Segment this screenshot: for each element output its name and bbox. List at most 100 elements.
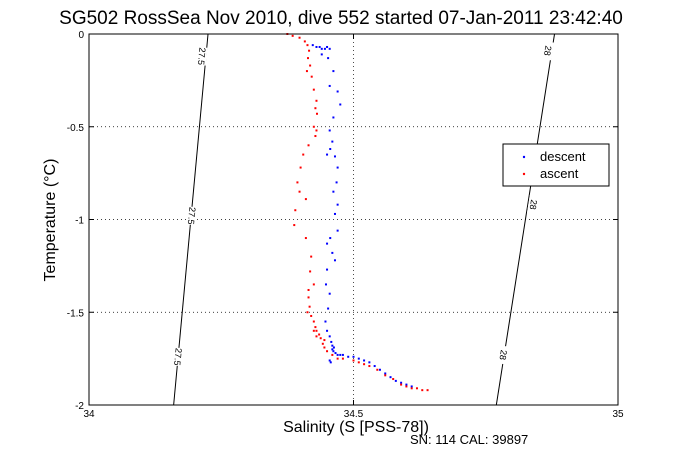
ascent-point — [392, 378, 395, 381]
ascent-point — [336, 357, 339, 360]
ascent-point — [306, 44, 309, 47]
ascent-point — [302, 153, 305, 156]
descent-point — [331, 140, 334, 143]
data-series — [286, 33, 429, 392]
ascent-point — [315, 329, 318, 332]
descent-point — [410, 385, 413, 388]
descent-point — [332, 350, 335, 353]
descent-point — [332, 190, 335, 193]
ascent-point — [331, 353, 334, 356]
ascent-point — [376, 368, 379, 371]
isopycnal-label-bg — [185, 206, 198, 226]
descent-point — [378, 368, 381, 371]
descent-point — [320, 53, 323, 56]
descent-point — [329, 361, 332, 364]
ascent-point — [326, 350, 329, 353]
ascent-point — [304, 198, 307, 201]
descent-point — [400, 381, 403, 384]
ascent-point — [310, 75, 313, 78]
descent-point — [332, 70, 335, 73]
descent-point — [336, 229, 339, 232]
y-tick-label: -1.5 — [67, 308, 85, 319]
ascent-point — [304, 237, 307, 240]
x-tick-label: 34.5 — [344, 409, 364, 420]
isopycnal-label-28: 28 — [528, 199, 539, 210]
ascent-point — [293, 224, 296, 227]
ascent-point — [294, 209, 297, 212]
ascent-point — [308, 49, 311, 52]
x-tick-label: 34 — [83, 409, 95, 420]
ascent-point — [312, 320, 315, 323]
descent-point — [333, 259, 336, 262]
descent-point — [333, 212, 336, 215]
descent-point — [331, 348, 334, 351]
isopycnal-line-28 — [495, 33, 556, 406]
descent-point — [336, 353, 339, 356]
descent-point — [315, 45, 318, 48]
descent-point — [329, 148, 332, 151]
ascent-point — [315, 335, 318, 338]
x-axis-label: Salinity (S [PSS-78]) — [283, 419, 429, 436]
ascent-point — [421, 389, 424, 392]
ascent-point — [319, 337, 322, 340]
descent-point — [311, 44, 314, 47]
ascent-point — [415, 387, 418, 390]
ascent-point — [323, 346, 326, 349]
ascent-point — [405, 385, 408, 388]
descent-point — [324, 283, 327, 286]
descent-point — [324, 320, 327, 323]
isopycnal-label-27.5: 27.5 — [172, 348, 184, 366]
ascent-point — [384, 374, 387, 377]
descent-point — [394, 379, 397, 382]
ascent-point — [298, 36, 301, 39]
ascent-point — [314, 107, 317, 110]
legend-label-ascent: ascent — [540, 166, 579, 181]
ascent-point — [310, 255, 313, 258]
ascent-point — [426, 389, 429, 392]
descent-point — [389, 376, 392, 379]
descent-point — [332, 116, 335, 119]
ascent-point — [363, 363, 366, 366]
descent-point — [328, 359, 331, 362]
y-tick-label: -0.5 — [67, 123, 85, 134]
descent-point — [357, 357, 360, 360]
legend-marker-descent — [522, 155, 526, 159]
ascent-point — [298, 190, 301, 193]
y-tick-label: -2 — [75, 401, 84, 412]
x-tick-label: 35 — [612, 409, 624, 420]
descent-point — [326, 153, 329, 156]
descent-point — [334, 352, 337, 355]
ascent-point — [315, 112, 318, 115]
legend: descent ascent — [502, 143, 610, 187]
series-descent — [311, 44, 413, 388]
ascent-point — [312, 283, 315, 286]
descent-point — [327, 57, 330, 60]
isopycnal-label-27.5: 27.5 — [196, 47, 208, 65]
descent-point — [336, 203, 339, 206]
descent-point — [328, 84, 331, 87]
descent-point — [331, 251, 334, 254]
ascent-point — [305, 70, 308, 73]
ascent-point — [307, 57, 310, 60]
ascent-point — [314, 135, 317, 138]
ascent-point — [312, 125, 315, 128]
descent-point — [320, 47, 323, 50]
isopycnal-label-bg — [195, 46, 208, 66]
serial-calibration-note: SN: 114 CAL: 39897 — [410, 432, 528, 447]
isopycnal-lines: 27.5 27.5 27.5 28 28 28 — [172, 33, 556, 406]
descent-point — [326, 329, 329, 332]
descent-point — [330, 340, 333, 343]
ascent-point — [315, 129, 318, 132]
ascent-point — [368, 365, 371, 368]
ascent-point — [303, 40, 306, 43]
descent-point — [335, 181, 338, 184]
ascent-point — [323, 339, 326, 342]
ascent-point — [315, 99, 318, 102]
isopycnal-label-28: 28 — [497, 349, 508, 360]
ascent-point — [341, 357, 344, 360]
descent-point — [336, 166, 339, 169]
ascent-point — [299, 166, 302, 169]
descent-point — [326, 45, 329, 48]
descent-point — [332, 346, 335, 349]
descent-point — [405, 383, 408, 386]
